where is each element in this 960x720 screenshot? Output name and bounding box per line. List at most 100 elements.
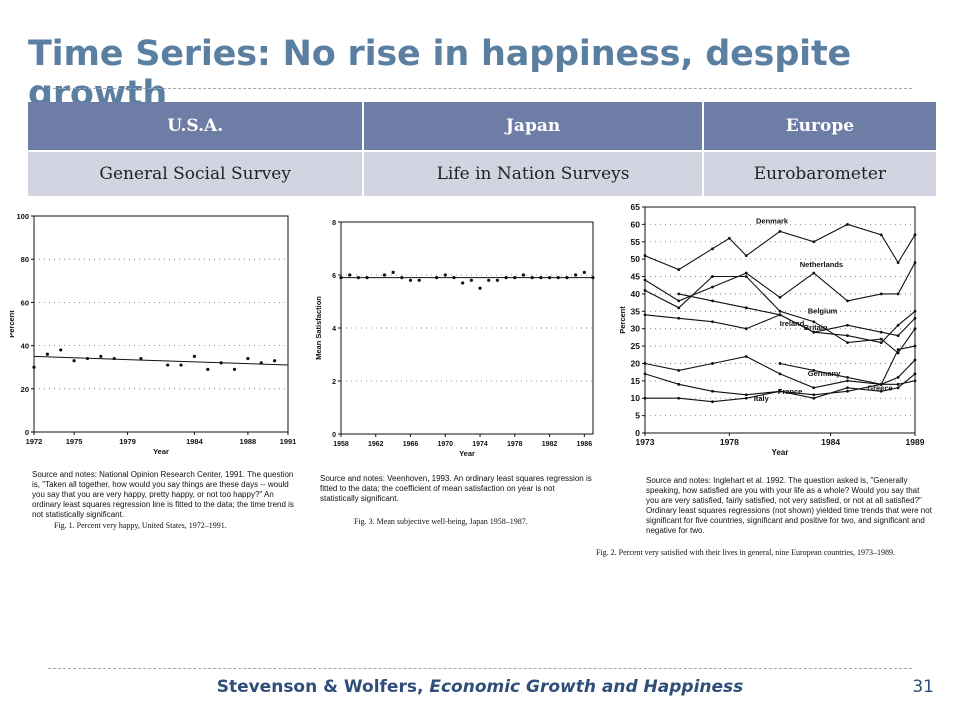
- series-point-germany: [778, 372, 782, 376]
- page-number: 31: [912, 677, 934, 697]
- data-point: [461, 281, 465, 285]
- series-point-denmark: [711, 247, 714, 251]
- series-point-belgium: [896, 351, 900, 355]
- series-point-greece: [778, 362, 782, 365]
- series-point-britain: [778, 313, 782, 317]
- series-label-denmark: Denmark: [756, 216, 789, 225]
- series-point-germany: [643, 362, 647, 365]
- data-point: [139, 356, 143, 361]
- series-point-netherlands: [896, 292, 900, 296]
- series-point-ireland: [677, 292, 681, 296]
- series-point-germany: [896, 375, 900, 379]
- series-point-germany: [913, 358, 917, 362]
- series-point-denmark: [727, 236, 731, 240]
- x-axis-label: Year: [459, 449, 475, 458]
- series-point-britain: [879, 330, 883, 334]
- europe-satisfaction-chart: 0 5 10 15 20 25 30 35 40 45 50 55 60 65 1973 1978 1984 19…: [618, 202, 925, 457]
- region-table: U.S.A. Japan Europe General Social Surve…: [28, 102, 936, 196]
- y-tick-label: 60: [631, 219, 641, 229]
- data-point: [582, 270, 586, 274]
- series-label-ireland: Ireland: [780, 319, 805, 328]
- data-point: [179, 363, 183, 367]
- data-point: [574, 273, 578, 277]
- x-tick-label: 1982: [542, 441, 558, 448]
- series-point-denmark: [879, 233, 883, 237]
- x-axis-label: Year: [772, 448, 789, 457]
- y-tick-label: 0: [25, 428, 29, 437]
- series-label-germany: Germany: [808, 369, 841, 378]
- series-point-belgium: [778, 309, 782, 313]
- data-point: [478, 286, 482, 290]
- series-point-france: [879, 389, 883, 393]
- series-point-belgium: [879, 337, 883, 341]
- series-label-belgium: Belgium: [808, 307, 838, 316]
- series-point-italy: [711, 400, 714, 404]
- footer-paper-title: Economic Growth and Happiness: [429, 677, 744, 697]
- series-point-italy: [677, 396, 681, 400]
- slide-title: Time Series: No rise in happiness, despi…: [28, 34, 852, 114]
- europe-figure-caption: Fig. 2. Percent very satisfied with thei…: [596, 548, 896, 557]
- series-point-belgium: [913, 327, 917, 331]
- usa-happiness-chart: 0 20 40 60 80 100 1972 1975 1979 1984 1988 1991 Year…: [10, 212, 297, 456]
- data-point: [521, 273, 526, 277]
- data-point: [495, 278, 500, 282]
- y-axis-label: Percent: [618, 306, 627, 334]
- series-point-ireland: [913, 309, 917, 313]
- series-point-belgium: [744, 275, 748, 278]
- y-tick-label: 6: [332, 273, 336, 280]
- data-point: [504, 276, 508, 280]
- series-label-netherlands: Netherlands: [800, 260, 843, 269]
- x-tick-label: 1975: [66, 437, 83, 446]
- series-point-britain: [677, 316, 681, 320]
- y-tick-label: 5: [635, 411, 640, 421]
- footer-divider: [48, 668, 912, 669]
- series-point-denmark: [812, 240, 816, 244]
- data-point: [452, 276, 456, 280]
- series-point-germany: [711, 362, 714, 365]
- data-point: [487, 278, 491, 282]
- series-point-italy: [643, 396, 647, 400]
- x-tick-label: 1973: [636, 437, 655, 447]
- data-point: [206, 367, 210, 371]
- data-point: [443, 273, 447, 277]
- series-point-france: [913, 372, 917, 376]
- x-tick-label: 1986: [577, 441, 593, 448]
- series-point-ireland: [711, 299, 714, 303]
- data-point: [246, 356, 250, 361]
- y-tick-label: 8: [332, 220, 336, 227]
- y-tick-label: 60: [21, 298, 29, 307]
- source-europe: Eurobarometer: [702, 150, 936, 196]
- source-row: General Social Survey Life in Nation Sur…: [28, 150, 936, 196]
- series-line-germany: [644, 355, 916, 389]
- usa-source-note: Source and notes: National Opinion Resea…: [32, 470, 294, 519]
- series-label-france: France: [778, 387, 803, 396]
- data-point: [259, 361, 263, 365]
- y-axis-label: Percent: [10, 310, 16, 338]
- series-point-denmark: [677, 268, 681, 271]
- x-tick-label: 1991: [280, 437, 297, 446]
- x-tick-label: 1989: [906, 437, 925, 447]
- data-point: [469, 278, 473, 282]
- data-point: [45, 352, 49, 356]
- series-point-ireland: [744, 306, 748, 310]
- x-tick-label: 1962: [368, 441, 384, 448]
- data-point: [112, 356, 116, 361]
- data-point: [556, 276, 560, 280]
- data-point: [565, 276, 569, 280]
- data-point: [391, 270, 395, 274]
- series-point-italy: [812, 393, 816, 397]
- series-point-greece: [846, 375, 849, 379]
- series-point-denmark: [913, 233, 917, 237]
- x-tick-label: 1970: [437, 441, 453, 448]
- series-label-italy: Italy: [754, 394, 770, 403]
- data-point: [166, 363, 170, 367]
- series-point-netherlands: [812, 271, 816, 275]
- series-point-netherlands: [846, 299, 849, 303]
- plot-frame: [644, 206, 916, 434]
- data-point: [513, 276, 517, 280]
- series-point-denmark: [896, 261, 900, 265]
- series-point-denmark: [643, 254, 647, 258]
- x-tick-label: 1978: [720, 437, 739, 447]
- data-point: [417, 278, 421, 282]
- series-point-ireland: [896, 323, 900, 327]
